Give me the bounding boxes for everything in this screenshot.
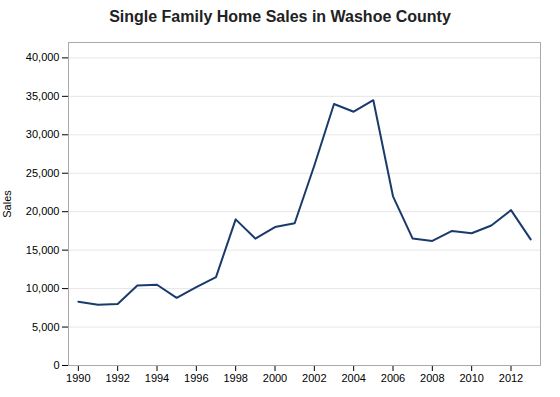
- svg-text:30,000: 30,000: [26, 128, 60, 140]
- svg-text:Sales: Sales: [1, 190, 13, 218]
- svg-text:2012: 2012: [499, 372, 523, 384]
- svg-text:5,000: 5,000: [32, 321, 60, 333]
- svg-text:20,000: 20,000: [26, 205, 60, 217]
- svg-text:2010: 2010: [459, 372, 483, 384]
- svg-text:15,000: 15,000: [26, 244, 60, 256]
- svg-text:1998: 1998: [223, 372, 247, 384]
- svg-text:25,000: 25,000: [26, 167, 60, 179]
- svg-text:2004: 2004: [341, 372, 365, 384]
- svg-text:2000: 2000: [263, 372, 287, 384]
- svg-text:1992: 1992: [105, 372, 129, 384]
- svg-text:2008: 2008: [420, 372, 444, 384]
- svg-text:10,000: 10,000: [26, 282, 60, 294]
- svg-text:1994: 1994: [145, 372, 169, 384]
- svg-text:1996: 1996: [184, 372, 208, 384]
- svg-text:2002: 2002: [302, 372, 326, 384]
- svg-text:1990: 1990: [66, 372, 90, 384]
- svg-text:0: 0: [53, 359, 59, 371]
- svg-text:40,000: 40,000: [26, 51, 60, 63]
- svg-text:35,000: 35,000: [26, 90, 60, 102]
- html-text:Single Family Home Sales in Wa: Single Family Home Sales in Washoe Count…: [109, 8, 451, 25]
- svg-text:2006: 2006: [381, 372, 405, 384]
